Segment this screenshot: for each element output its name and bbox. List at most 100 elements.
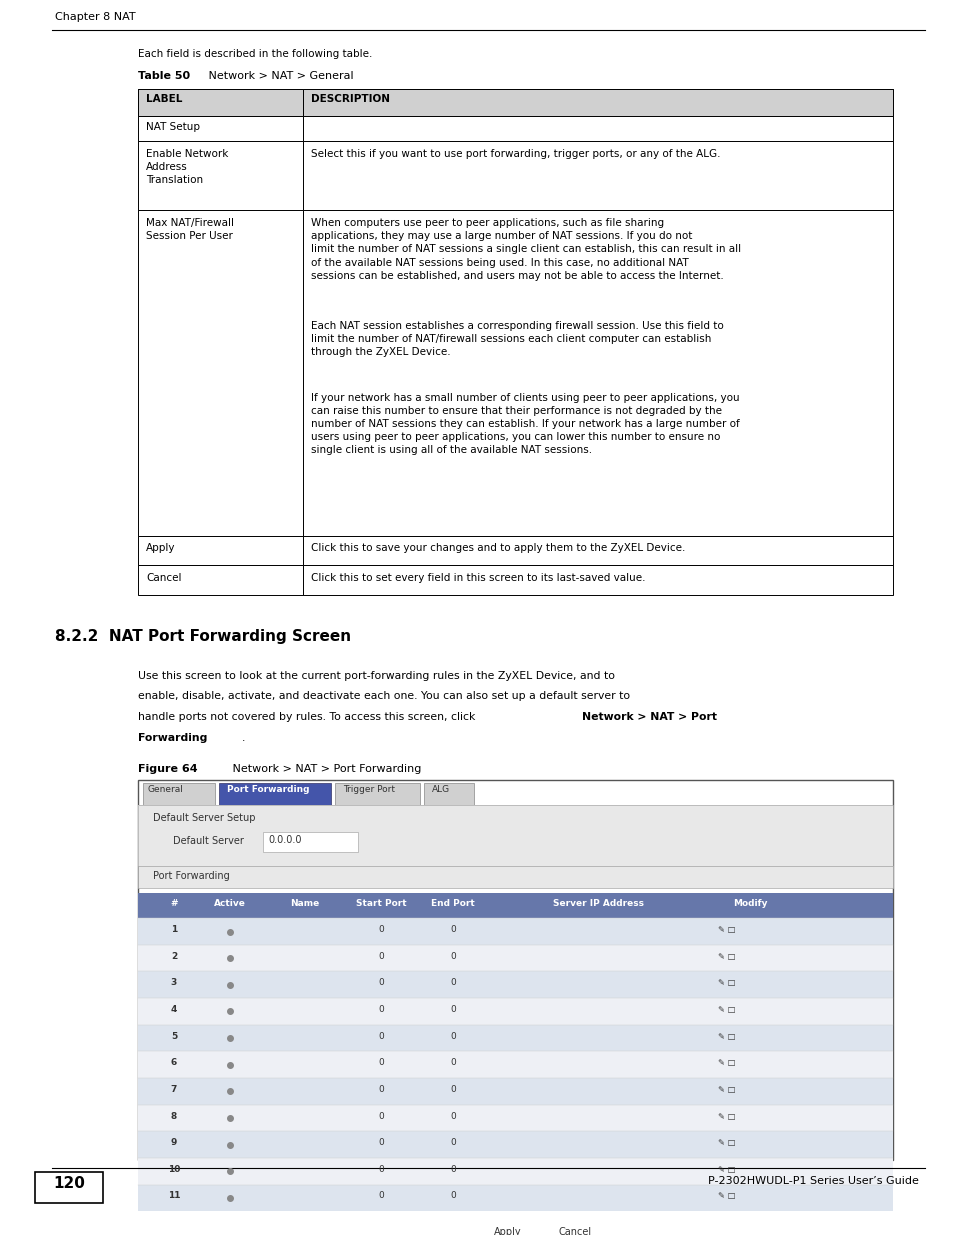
Text: 1: 1 xyxy=(171,925,177,934)
Text: Click this to save your changes and to apply them to the ZyXEL Device.: Click this to save your changes and to a… xyxy=(311,543,684,553)
Text: 10: 10 xyxy=(168,1165,180,1173)
Text: 0: 0 xyxy=(377,1139,383,1147)
Bar xyxy=(138,1104,892,1131)
Text: Active: Active xyxy=(213,899,246,908)
Text: LABEL: LABEL xyxy=(146,94,182,104)
Text: ALG: ALG xyxy=(432,785,450,794)
Bar xyxy=(303,210,892,536)
Text: 7: 7 xyxy=(171,1084,177,1094)
Bar xyxy=(138,116,303,141)
Bar xyxy=(138,781,892,1160)
Text: 0: 0 xyxy=(377,952,383,961)
Text: Default Server Setup: Default Server Setup xyxy=(152,813,255,823)
Text: 0: 0 xyxy=(450,925,456,934)
Text: 0: 0 xyxy=(450,952,456,961)
Text: Apply: Apply xyxy=(146,543,175,553)
Text: Network > NAT > Port Forwarding: Network > NAT > Port Forwarding xyxy=(222,764,421,774)
Text: Cancel: Cancel xyxy=(558,1226,591,1235)
Bar xyxy=(138,805,892,866)
Text: Modify: Modify xyxy=(732,899,766,908)
Text: ✎ □: ✎ □ xyxy=(718,1112,735,1120)
Text: 11: 11 xyxy=(168,1192,180,1200)
Bar xyxy=(303,141,892,210)
Text: 120: 120 xyxy=(53,1176,85,1191)
Bar xyxy=(138,89,892,116)
Bar xyxy=(263,832,357,852)
Text: Name: Name xyxy=(290,899,319,908)
Bar xyxy=(138,141,303,210)
Text: 0: 0 xyxy=(450,1005,456,1014)
Text: General: General xyxy=(148,785,184,794)
Text: ✎ □: ✎ □ xyxy=(718,1165,735,1173)
Text: 0: 0 xyxy=(450,1139,456,1147)
Text: ✎ □: ✎ □ xyxy=(718,1139,735,1147)
Bar xyxy=(138,972,892,998)
Bar xyxy=(138,805,892,866)
Bar xyxy=(138,893,892,919)
Text: When computers use peer to peer applications, such as file sharing
applications,: When computers use peer to peer applicat… xyxy=(311,217,740,280)
Bar xyxy=(35,1172,103,1203)
Text: 0: 0 xyxy=(377,978,383,988)
Bar xyxy=(219,783,331,805)
Text: Trigger Port: Trigger Port xyxy=(343,785,395,794)
Text: Table 50: Table 50 xyxy=(138,72,190,82)
Text: Start Port: Start Port xyxy=(355,899,406,908)
Text: #: # xyxy=(170,899,177,908)
Text: Select this if you want to use port forwarding, trigger ports, or any of the ALG: Select this if you want to use port forw… xyxy=(311,149,720,159)
Text: 0: 0 xyxy=(377,1192,383,1200)
Text: Server IP Address: Server IP Address xyxy=(553,899,644,908)
Text: 0: 0 xyxy=(377,925,383,934)
Text: 5: 5 xyxy=(171,1031,177,1041)
Bar xyxy=(138,945,892,972)
Text: Cancel: Cancel xyxy=(146,573,181,583)
Text: 0: 0 xyxy=(377,1112,383,1120)
Bar xyxy=(303,116,892,141)
Bar xyxy=(303,536,892,566)
Text: 0: 0 xyxy=(377,1058,383,1067)
Bar xyxy=(138,210,303,536)
Bar xyxy=(138,866,892,888)
Text: Network > NAT > Port: Network > NAT > Port xyxy=(581,713,717,722)
Text: ✎ □: ✎ □ xyxy=(718,1084,735,1094)
Text: handle ports not covered by rules. To access this screen, click: handle ports not covered by rules. To ac… xyxy=(138,713,478,722)
Text: 8.2.2  NAT Port Forwarding Screen: 8.2.2 NAT Port Forwarding Screen xyxy=(55,630,351,645)
Bar xyxy=(138,998,892,1025)
Text: 0: 0 xyxy=(450,1165,456,1173)
Bar xyxy=(138,919,892,945)
Text: Network > NAT > General: Network > NAT > General xyxy=(198,72,354,82)
Text: ✎ □: ✎ □ xyxy=(718,978,735,988)
Bar xyxy=(547,1223,602,1235)
Text: Each field is described in the following table.: Each field is described in the following… xyxy=(138,49,372,59)
Bar xyxy=(138,1078,892,1104)
Bar xyxy=(423,783,474,805)
Text: 0: 0 xyxy=(450,1192,456,1200)
Bar xyxy=(143,783,214,805)
Text: DESCRIPTION: DESCRIPTION xyxy=(311,94,390,104)
Bar xyxy=(480,1223,535,1235)
Text: 4: 4 xyxy=(171,1005,177,1014)
Text: Chapter 8 NAT: Chapter 8 NAT xyxy=(55,12,135,22)
Text: Use this screen to look at the current port-forwarding rules in the ZyXEL Device: Use this screen to look at the current p… xyxy=(138,671,615,680)
Text: Apply: Apply xyxy=(494,1226,521,1235)
Text: 9: 9 xyxy=(171,1139,177,1147)
Bar xyxy=(138,566,303,595)
Text: ✎ □: ✎ □ xyxy=(718,952,735,961)
Text: ✎ □: ✎ □ xyxy=(718,1192,735,1200)
Text: .: . xyxy=(242,732,245,742)
Text: 0: 0 xyxy=(450,1058,456,1067)
Text: Forwarding: Forwarding xyxy=(138,732,207,742)
Text: Click this to set every field in this screen to its last-saved value.: Click this to set every field in this sc… xyxy=(311,573,645,583)
Text: Max NAT/Firewall
Session Per User: Max NAT/Firewall Session Per User xyxy=(146,217,233,241)
Text: Figure 64: Figure 64 xyxy=(138,764,197,774)
Text: 0.0.0.0: 0.0.0.0 xyxy=(268,835,301,846)
Text: ✎ □: ✎ □ xyxy=(718,1058,735,1067)
Text: Each NAT session establishes a corresponding firewall session. Use this field to: Each NAT session establishes a correspon… xyxy=(311,321,723,357)
Bar xyxy=(303,566,892,595)
Text: 0: 0 xyxy=(377,1031,383,1041)
Text: Port Forwarding: Port Forwarding xyxy=(227,785,309,794)
Text: 0: 0 xyxy=(450,1084,456,1094)
Text: 3: 3 xyxy=(171,978,177,988)
Text: P-2302HWUDL-P1 Series User’s Guide: P-2302HWUDL-P1 Series User’s Guide xyxy=(707,1176,918,1186)
Text: 2: 2 xyxy=(171,952,177,961)
Text: 0: 0 xyxy=(450,1031,456,1041)
